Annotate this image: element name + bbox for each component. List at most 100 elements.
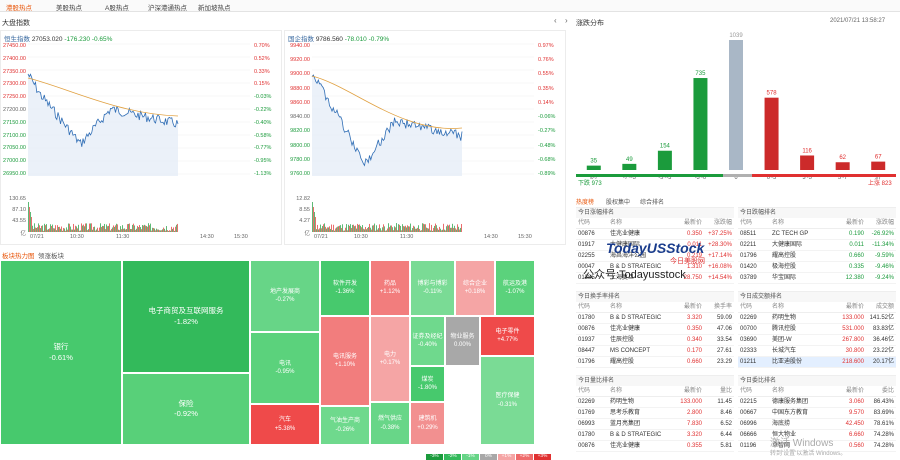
sector-name: 电力 <box>383 351 396 358</box>
table-row[interactable]: 01780 B & D STRATEGIC 3.320 59.09 <box>576 313 734 324</box>
tab-hk[interactable]: 港股热点 <box>6 5 32 12</box>
heatmap-cell[interactable]: 软件开发 -1.36% <box>320 260 370 316</box>
tab-hotness[interactable]: 热度榜 <box>576 200 595 206</box>
table-row[interactable]: 02333 长城汽车 30.800 23.22亿 <box>738 346 896 357</box>
y-tick-label-pct: -0.40% <box>254 119 272 126</box>
volume-bar <box>139 225 140 232</box>
heatmap-cell[interactable]: 航运及港 -1.07% <box>495 260 535 316</box>
table-row[interactable]: 00876 佳兆业健康 0.355 5.81 <box>576 441 734 452</box>
dist-bar-value: 1039 <box>729 33 743 39</box>
tab-us[interactable]: 美股热点 <box>56 5 82 12</box>
volume-bar <box>396 223 397 232</box>
y-tick-label-pct: 0.55% <box>538 71 554 78</box>
heatmap-cell[interactable]: 博彩与博彩 -0.11% <box>410 260 455 316</box>
table-row[interactable]: 08511 ZC TECH GP 0.190 -26.92% <box>738 229 896 240</box>
volume-bar <box>162 229 163 232</box>
heatmap-cell[interactable]: 电子商贸及互联网服务 -1.82% <box>122 260 250 373</box>
volume-bar <box>37 227 38 232</box>
heatmap-cell[interactable]: 地产发展商 -0.27% <box>250 260 320 332</box>
table-cell: 00876 <box>578 326 595 332</box>
table-cell: -11.34% <box>872 242 894 248</box>
table-row[interactable]: 00047 B & D STRATEGIC 1.310 +16.08% <box>576 262 734 273</box>
table-row[interactable]: 00876 佳兆业健康 0.350 +37.25% <box>576 229 734 240</box>
table-row[interactable]: 01211 比亚迪股份 218.600 20.17亿 <box>738 357 896 368</box>
heatmap-cell[interactable]: 医疗保健 -0.31% <box>480 356 535 445</box>
heatmap-cell[interactable]: 电子零件 +4.77% <box>480 316 535 356</box>
intraday-chart-hscei <box>311 43 534 176</box>
y-tick-label: 27050.00 <box>3 145 26 152</box>
section-title: 大盘指数 <box>2 20 30 27</box>
heatmap-cell[interactable]: 电讯服务 +1.10% <box>320 316 370 406</box>
heatmap-cell[interactable]: 汽车 +5.38% <box>250 404 320 445</box>
table-row[interactable]: 01420 极海控股 0.335 -9.46% <box>738 262 896 273</box>
table-row[interactable]: 02269 药明生物 133.000 141.52亿 <box>738 313 896 324</box>
table-cell: 长城汽车 <box>772 348 797 354</box>
heatmap-cell[interactable]: 电力 +0.17% <box>370 316 410 402</box>
table-row[interactable]: 01769 思考乐教育 2.800 8.46 <box>576 408 734 419</box>
heatmap-cell[interactable]: 建筑机 +0.29% <box>410 402 445 445</box>
tab-a[interactable]: A股热点 <box>105 5 129 12</box>
table-row[interactable]: 03690 美团-W 267.800 36.46亿 <box>738 335 896 346</box>
table-row[interactable]: 02211 大健康国际 0.011 -11.34% <box>738 240 896 251</box>
heatmap-cell[interactable]: 银行 -0.61% <box>0 260 122 445</box>
table-row[interactable]: 06996 海底捞 42.450 78.61% <box>738 419 896 430</box>
volume-bar <box>370 227 371 232</box>
dist-bar-value: 49 <box>626 157 633 163</box>
volume-bar <box>343 230 344 232</box>
table-row[interactable]: 01196 卓智网 0.560 74.28% <box>738 441 896 452</box>
heatmap-cell[interactable]: 煤炭 -1.80% <box>410 366 445 402</box>
y-tick-label-pct: 0.14% <box>538 99 554 106</box>
table-row[interactable]: 00700 腾讯控股 531.000 83.83亿 <box>738 324 896 335</box>
distribution-chart: 35 ≤-7 49 -7~-5 154 -5~-3 735 -3~0 1039 0 578 0~3 11… <box>586 33 886 181</box>
table-row[interactable]: 01937 佳辰控股 0.340 33.54 <box>576 335 734 346</box>
table-row[interactable]: 02255 海昌海洋公园 0.219 +17.14% <box>576 251 734 262</box>
average-line <box>311 75 463 129</box>
tab-connect[interactable]: 沪深港通热点 <box>148 5 187 12</box>
table-row[interactable]: 00667 中国东方教育 9.570 83.69% <box>738 408 896 419</box>
table-row[interactable]: 01917 大健康国际 0.011 +28.30% <box>576 240 734 251</box>
sector-pct: -0.61% <box>49 352 73 362</box>
tab-sg[interactable]: 新加坡热点 <box>198 5 231 12</box>
volume-bar <box>132 224 133 232</box>
table-row[interactable]: 02269 药明生物 133.000 11.45 <box>576 397 734 408</box>
tab-heatmap[interactable]: 板块热力图 <box>2 253 35 260</box>
table-row[interactable]: 06666 恒大物业 6.660 74.28% <box>738 430 896 441</box>
tab-leading-sectors[interactable]: 领涨板块 <box>38 253 64 260</box>
dist-bar-value: 154 <box>660 144 671 150</box>
heatmap-cell[interactable]: 证券及经纪 -0.40% <box>410 316 445 366</box>
table-cell: 06996 <box>740 421 757 427</box>
next-arrow-icon[interactable]: › <box>565 16 568 25</box>
heatmap-cell[interactable]: 保险 -0.92% <box>122 373 250 445</box>
table-row[interactable]: 02215 德康服务集团 3.060 86.43% <box>738 397 896 408</box>
heatmap-cell[interactable]: 气油生产商 -0.26% <box>320 406 370 445</box>
table-cell: 0.350 <box>686 326 702 332</box>
volume-bar <box>356 228 357 232</box>
table-row[interactable]: 08447 MS CONCEPT 0.170 27.61 <box>576 346 734 357</box>
table-row[interactable]: 01385 上海复旦 28.750 +14.54% <box>576 273 734 284</box>
sector-pct: -1.82% <box>174 316 198 326</box>
sector-pct: +4.77% <box>497 337 518 343</box>
volume-bar <box>127 224 128 232</box>
heatmap-cell[interactable]: 物业服务 0.00% <box>445 316 480 366</box>
watermark-brand-sub: 今日美股网 <box>670 258 705 265</box>
prev-arrow-icon[interactable]: ‹ <box>554 16 557 25</box>
heatmap-cell[interactable]: 药品 +1.12% <box>370 260 410 316</box>
table-row[interactable]: 01780 B & D STRATEGIC 3.320 6.44 <box>576 430 734 441</box>
table-row[interactable]: 06993 蓝月亮集团 7.830 6.52 <box>576 419 734 430</box>
tab-concentration[interactable]: 股权集中 <box>606 200 631 206</box>
table-cell: 59.09 <box>716 315 732 321</box>
heatmap-cell[interactable]: 燃气供应 -0.38% <box>370 402 410 445</box>
table-row[interactable]: 03789 华宝国际 12.380 -9.24% <box>738 273 896 284</box>
heatmap-cell[interactable]: 电讯 -0.95% <box>250 332 320 404</box>
dist-category-label: -3~0 <box>695 175 706 181</box>
heatmap-cell[interactable]: 综合企业 +0.18% <box>455 260 495 316</box>
volume-bar <box>454 225 455 232</box>
table-row[interactable]: 01796 耀高控股 0.660 -9.59% <box>738 251 896 262</box>
table-cell: 比亚迪股份 <box>772 359 803 365</box>
tab-overall[interactable]: 综合排名 <box>640 200 665 206</box>
volume-bar <box>414 226 415 232</box>
table-row[interactable]: 01796 耀高控股 0.660 23.29 <box>576 357 734 368</box>
table-row[interactable]: 00876 佳兆业健康 0.350 47.06 <box>576 324 734 335</box>
y-tick-label-pct: 0.97% <box>538 43 554 49</box>
y-tick-label: 26950.00 <box>3 171 26 177</box>
